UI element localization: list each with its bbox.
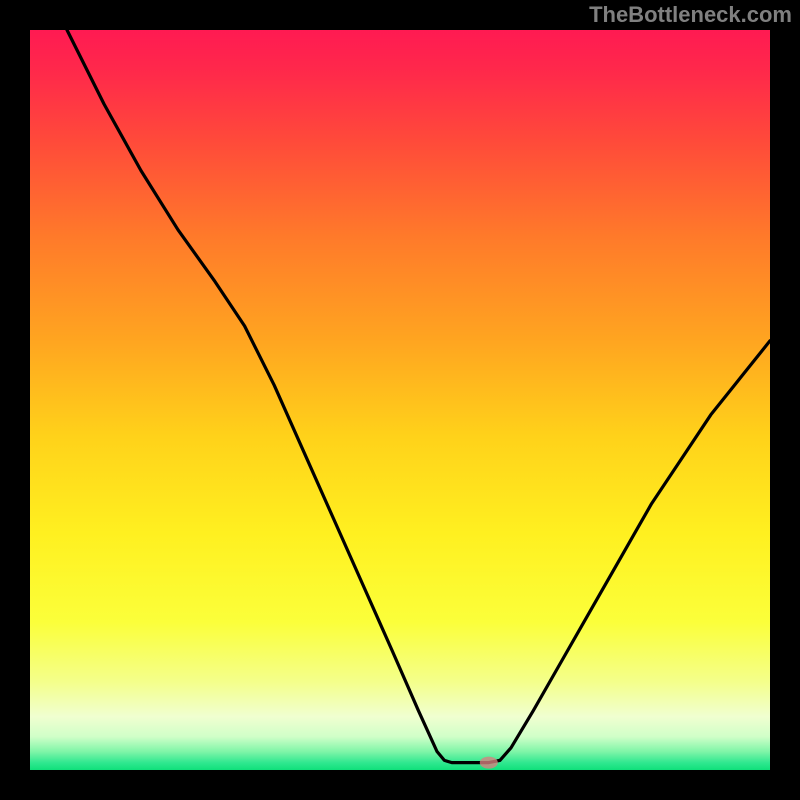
plot-background [30,30,770,770]
watermark-text: TheBottleneck.com [589,2,792,28]
optimum-marker [480,757,498,769]
chart-container: TheBottleneck.com [0,0,800,800]
bottleneck-chart [0,0,800,800]
